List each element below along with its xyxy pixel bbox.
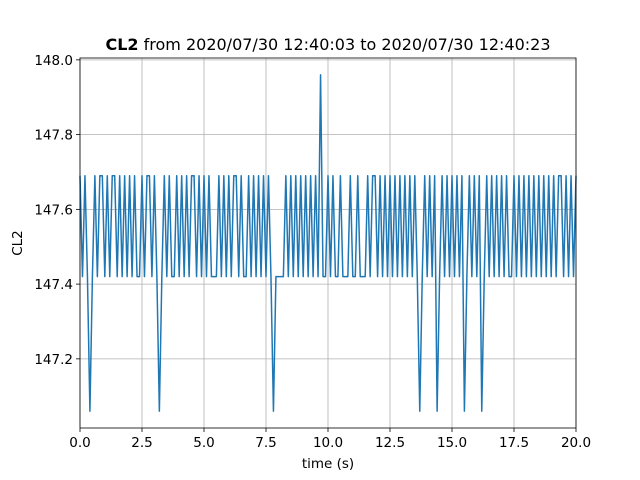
y-tick-label: 147.2 xyxy=(34,352,73,368)
axes-frame xyxy=(79,57,577,429)
x-axis-label: time (s) xyxy=(302,456,354,472)
title-range: from 2020/07/30 12:40:03 to 2020/07/30 1… xyxy=(144,35,551,54)
x-tick-label: 0.0 xyxy=(69,435,90,451)
data-line xyxy=(79,74,577,412)
y-axis-label: CL2 xyxy=(10,230,26,256)
chart-title: CL2 from 2020/07/30 12:40:03 to 2020/07/… xyxy=(105,35,550,54)
title-name: CL2 xyxy=(105,35,138,54)
x-tick-label: 10.0 xyxy=(313,435,343,451)
x-tick-label: 20.0 xyxy=(561,435,591,451)
x-tick-label: 15.0 xyxy=(437,435,467,451)
x-tick-label: 12.5 xyxy=(375,435,405,451)
y-tick-label: 148.0 xyxy=(34,53,73,69)
x-tick-label: 5.0 xyxy=(193,435,214,451)
y-tick-label: 147.6 xyxy=(34,202,73,218)
x-tick-label: 17.5 xyxy=(499,435,529,451)
x-tick-label: 7.5 xyxy=(255,435,276,451)
x-tick-label: 2.5 xyxy=(131,435,152,451)
y-tick-label: 147.8 xyxy=(34,128,73,144)
y-tick-label: 147.4 xyxy=(34,277,73,293)
